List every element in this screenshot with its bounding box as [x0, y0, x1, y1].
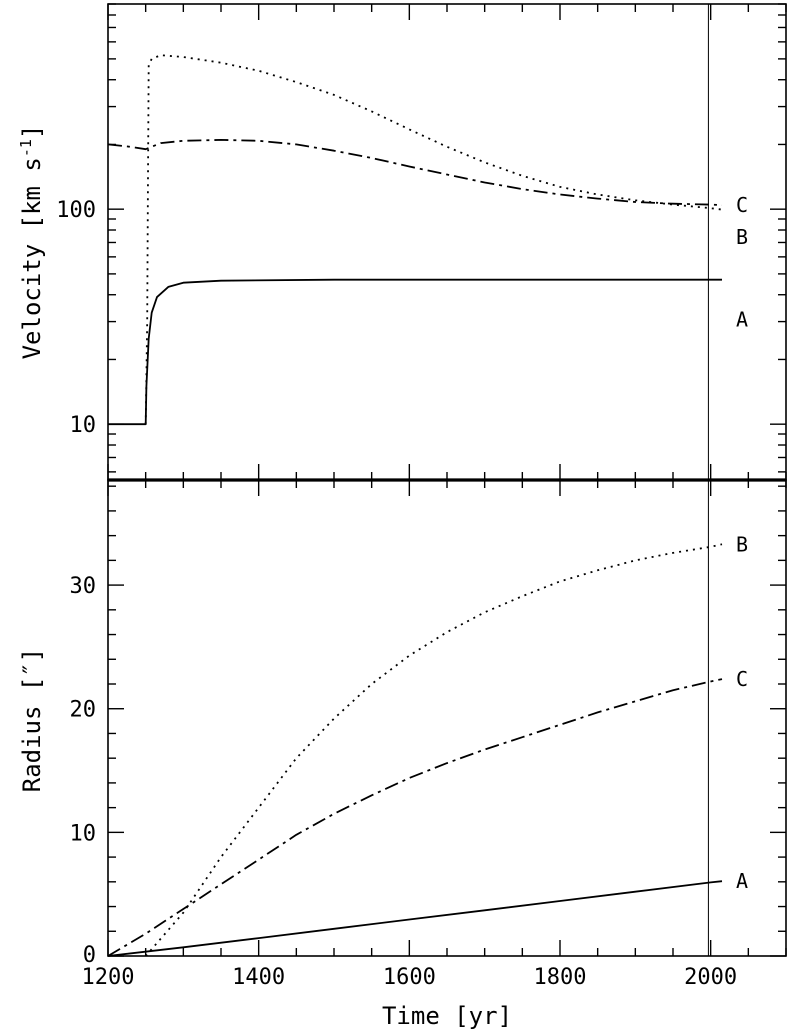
radius-series-a	[107, 880, 723, 957]
velocity-series-c	[107, 138, 723, 206]
velocity-panel: 10 100 CB A Velocity [km s-1]	[17, 3, 787, 481]
radius-series-b	[145, 543, 723, 957]
radius-series	[107, 543, 723, 957]
radius-series-labels: B C A	[736, 532, 748, 893]
x-tick-label: 1600	[383, 965, 436, 990]
velocity-axis-label-sup: -1	[17, 139, 35, 157]
x-tick-label: 1200	[82, 965, 135, 990]
radius-plot-frame	[107, 479, 787, 957]
y-tick-label: 0	[83, 943, 96, 968]
radius-ytick-labels: 0 10 20 30	[70, 574, 97, 968]
y-tick-label: 10	[70, 821, 97, 846]
velocity-plot-frame	[107, 3, 787, 481]
velocity-series-label-a: A	[736, 308, 748, 332]
radius-panel: 0 10 20 30 1200 1400 1600 1800 2000 B C A Radius …	[18, 479, 787, 1030]
velocity-ytick-labels: 10 100	[56, 198, 96, 438]
velocity-series-label-b: B	[736, 225, 748, 249]
y-tick-label: 100	[56, 198, 96, 223]
radius-series-label-b: B	[736, 532, 748, 556]
y-tick-label: 20	[70, 698, 97, 723]
velocity-series-label-c: C	[736, 193, 748, 217]
velocity-series	[107, 54, 723, 426]
radius-ticks	[107, 480, 787, 957]
y-tick-label: 10	[70, 413, 97, 438]
radius-axis-label: Radius [″]	[18, 648, 46, 793]
radius-series-c	[107, 678, 723, 957]
velocity-axis-label-main: Velocity [km s	[18, 157, 46, 359]
velocity-series-labels: CB A	[736, 193, 748, 332]
velocity-ticks	[107, 3, 787, 480]
velocity-series-a	[108, 278, 722, 426]
velocity-series-b	[144, 54, 723, 425]
y-tick-label: 30	[70, 574, 97, 599]
velocity-axis-label-close: ]	[18, 125, 46, 139]
radius-series-label-c: C	[736, 667, 748, 691]
x-tick-label: 1800	[534, 965, 587, 990]
radius-series-label-a: A	[736, 869, 748, 893]
velocity-axis-label: Velocity [km s-1]	[17, 125, 46, 360]
x-tick-label: 2000	[684, 965, 737, 990]
x-tick-label: 1400	[232, 965, 285, 990]
time-xtick-labels: 1200 1400 1600 1800 2000	[82, 965, 738, 990]
time-axis-label: Time [yr]	[382, 1002, 512, 1030]
